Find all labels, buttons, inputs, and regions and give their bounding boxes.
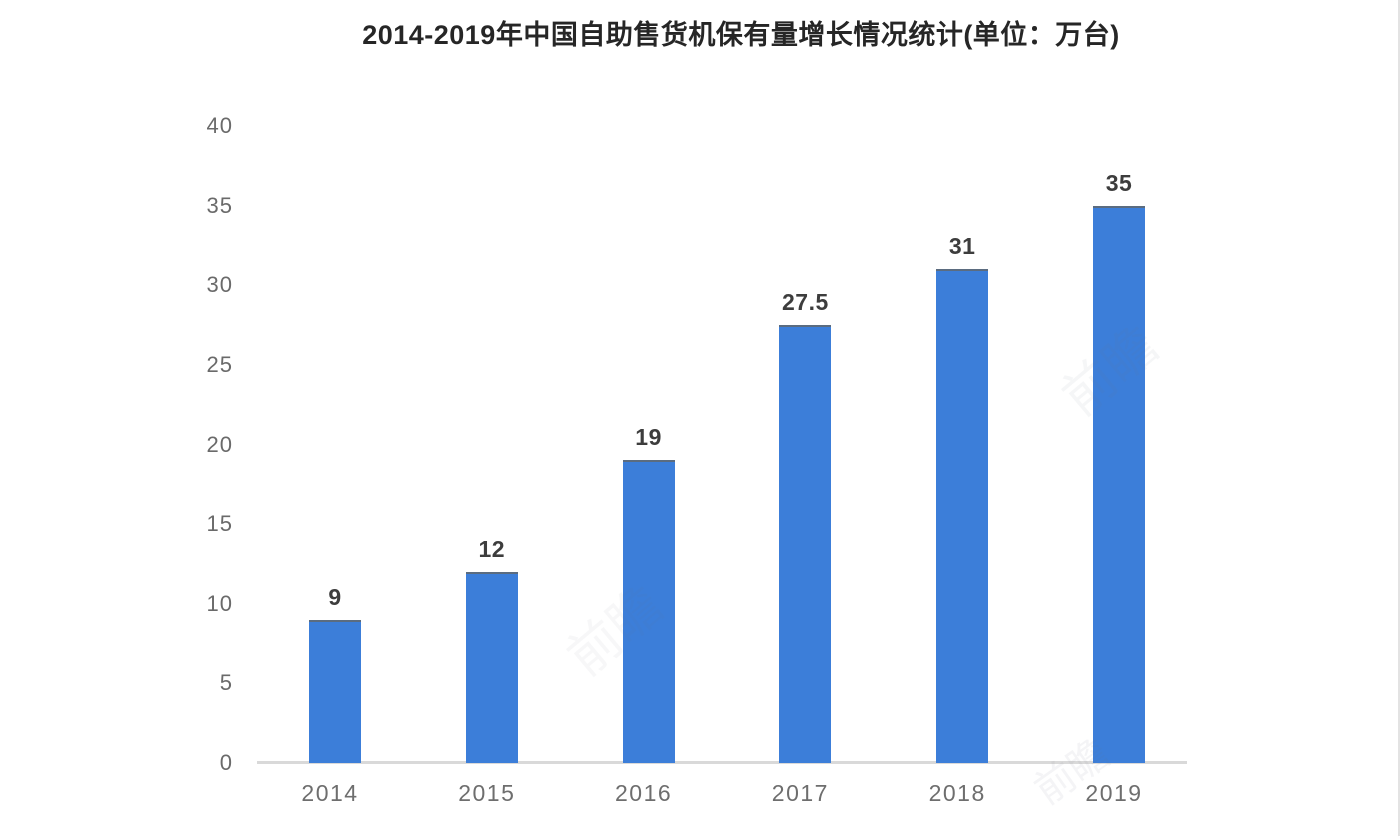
screenshot-edge-line <box>1398 0 1400 836</box>
bar <box>622 460 675 763</box>
bar-value-label: 27.5 <box>782 289 829 316</box>
bar-value-label: 9 <box>328 583 342 610</box>
y-axis-tick-label: 25 <box>206 351 233 377</box>
y-axis-tick-label: 35 <box>206 192 233 218</box>
x-axis-tick-label: 2015 <box>458 780 516 806</box>
bar-value-label: 19 <box>635 424 662 451</box>
bar <box>936 269 989 763</box>
x-axis-tick-label: 2014 <box>301 780 359 806</box>
y-axis-tick-label: 40 <box>206 113 233 138</box>
bar <box>465 571 518 763</box>
x-axis-tick-label: 2016 <box>615 780 673 806</box>
x-axis-tick-label: 2018 <box>928 780 986 806</box>
y-axis-tick-label: 20 <box>206 431 233 457</box>
y-axis-tick-label: 15 <box>206 511 233 537</box>
y-axis-tick-label: 10 <box>206 590 233 616</box>
y-axis-tick-label: 5 <box>219 670 233 696</box>
bar-value-label: 12 <box>478 535 506 562</box>
x-axis-line <box>257 761 1187 764</box>
bar <box>779 325 832 763</box>
bar <box>1093 205 1145 763</box>
y-axis-tick-label: 0 <box>219 750 233 775</box>
bar <box>309 619 361 763</box>
bar-value-label: 35 <box>1105 169 1133 196</box>
x-axis-tick-label: 2019 <box>1085 780 1143 806</box>
x-axis-tick-label: 2017 <box>771 780 829 806</box>
bar-value-label: 31 <box>948 233 976 260</box>
y-axis-tick-label: 30 <box>206 272 233 298</box>
chart-title: 2014-2019年中国自助售货机保有量增长情况统计(单位：万台) <box>362 20 1120 50</box>
